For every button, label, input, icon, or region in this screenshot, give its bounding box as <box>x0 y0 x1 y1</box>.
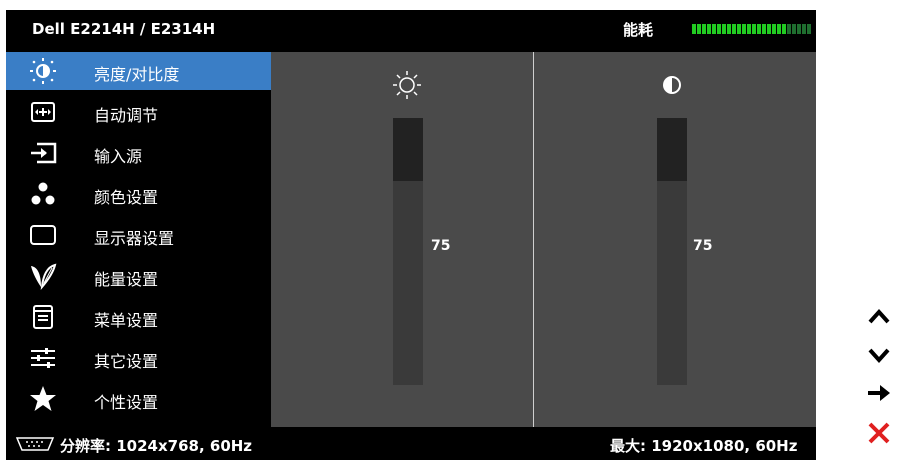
menu-item-color-settings[interactable]: 颜色设置 <box>6 175 271 213</box>
energy-meter-segment <box>767 24 771 34</box>
energy-meter-segment <box>722 24 726 34</box>
down-button[interactable] <box>862 338 896 372</box>
menu-item-label: 能量设置 <box>94 270 159 289</box>
input-source-icon <box>28 138 58 168</box>
energy-meter-segment <box>702 24 706 34</box>
menu-item-label: 输入源 <box>94 147 143 166</box>
energy-meter-segment <box>712 24 716 34</box>
energy-label: 能耗 <box>623 21 654 39</box>
personalize-icon <box>28 384 58 414</box>
energy-meter-segment <box>697 24 701 34</box>
monitor-osd: Dell E2214H / E2314H 能耗 亮度/对比度 <box>6 10 816 460</box>
menu-item-auto-adjust[interactable]: 自动调节 <box>6 93 271 131</box>
display-settings-icon <box>28 220 58 250</box>
menu-item-label: 菜单设置 <box>94 311 159 330</box>
menu-item-label: 个性设置 <box>94 393 159 412</box>
brightness-contrast-icon <box>28 56 58 86</box>
energy-meter-segment <box>707 24 711 34</box>
energy-meter-segment <box>777 24 781 34</box>
energy-meter-segment <box>757 24 761 34</box>
menu-item-personalize[interactable]: 个性设置 <box>6 380 271 418</box>
menu-item-other-settings[interactable]: 其它设置 <box>6 339 271 377</box>
brightness-value: 75 <box>431 238 451 254</box>
menu-item-energy-settings[interactable]: 能量设置 <box>6 257 271 295</box>
energy-settings-icon <box>28 261 58 291</box>
brightness-slider-empty <box>393 118 423 181</box>
energy-meter <box>692 24 812 34</box>
energy-meter-segment <box>742 24 746 34</box>
energy-meter-segment <box>732 24 736 34</box>
energy-meter-segment <box>792 24 796 34</box>
energy-meter-segment <box>787 24 791 34</box>
energy-meter-segment <box>717 24 721 34</box>
auto-adjust-icon <box>28 97 58 127</box>
energy-meter-segment <box>782 24 786 34</box>
ok-button[interactable] <box>862 376 896 410</box>
menu-item-display-settings[interactable]: 显示器设置 <box>6 216 271 254</box>
vga-connector-icon <box>14 436 56 456</box>
up-arrow-icon <box>868 309 890 324</box>
current-resolution: 分辨率: 1024x768, 60Hz <box>60 437 253 455</box>
contrast-value: 75 <box>693 238 713 254</box>
title-bar: Dell E2214H / E2314H 能耗 <box>6 10 816 47</box>
energy-meter-segment <box>752 24 756 34</box>
menu-item-label: 颜色设置 <box>94 188 159 207</box>
energy-meter-segment <box>772 24 776 34</box>
energy-meter-segment <box>807 24 811 34</box>
up-button[interactable] <box>862 300 896 334</box>
brightness-slider[interactable] <box>393 118 423 385</box>
menu-item-label: 自动调节 <box>94 106 159 125</box>
energy-meter-segment <box>747 24 751 34</box>
menu-item-input-source[interactable]: 输入源 <box>6 134 271 172</box>
monitor-model-title: Dell E2214H / E2314H <box>32 20 216 38</box>
right-arrow-icon <box>868 385 890 401</box>
close-icon <box>868 422 890 444</box>
status-bar: 分辨率: 1024x768, 60Hz 最大: 1920x1080, 60Hz <box>6 427 816 460</box>
menu-item-label: 显示器设置 <box>94 229 175 248</box>
menu-sidebar: 亮度/对比度 自动调节 输入源 <box>6 52 271 427</box>
menu-item-label: 亮度/对比度 <box>94 65 180 84</box>
energy-meter-segment <box>802 24 806 34</box>
other-settings-icon <box>28 343 58 373</box>
contrast-slider-empty <box>657 118 687 181</box>
down-arrow-icon <box>868 348 890 363</box>
max-resolution: 最大: 1920x1080, 60Hz <box>610 437 798 455</box>
energy-meter-segment <box>797 24 801 34</box>
energy-meter-segment <box>762 24 766 34</box>
energy-meter-segment <box>692 24 696 34</box>
energy-meter-segment <box>737 24 741 34</box>
brightness-contrast-panel: 75 75 <box>271 52 816 427</box>
menu-settings-icon <box>28 302 58 332</box>
contrast-icon <box>652 65 692 105</box>
menu-item-menu-settings[interactable]: 菜单设置 <box>6 298 271 336</box>
exit-button[interactable] <box>862 416 896 450</box>
panel-divider <box>533 52 534 427</box>
menu-item-label: 其它设置 <box>94 352 159 371</box>
color-settings-icon <box>28 179 58 209</box>
contrast-slider[interactable] <box>657 118 687 385</box>
menu-item-brightness-contrast[interactable]: 亮度/对比度 <box>6 52 271 90</box>
energy-meter-segment <box>727 24 731 34</box>
sun-icon <box>387 65 427 105</box>
